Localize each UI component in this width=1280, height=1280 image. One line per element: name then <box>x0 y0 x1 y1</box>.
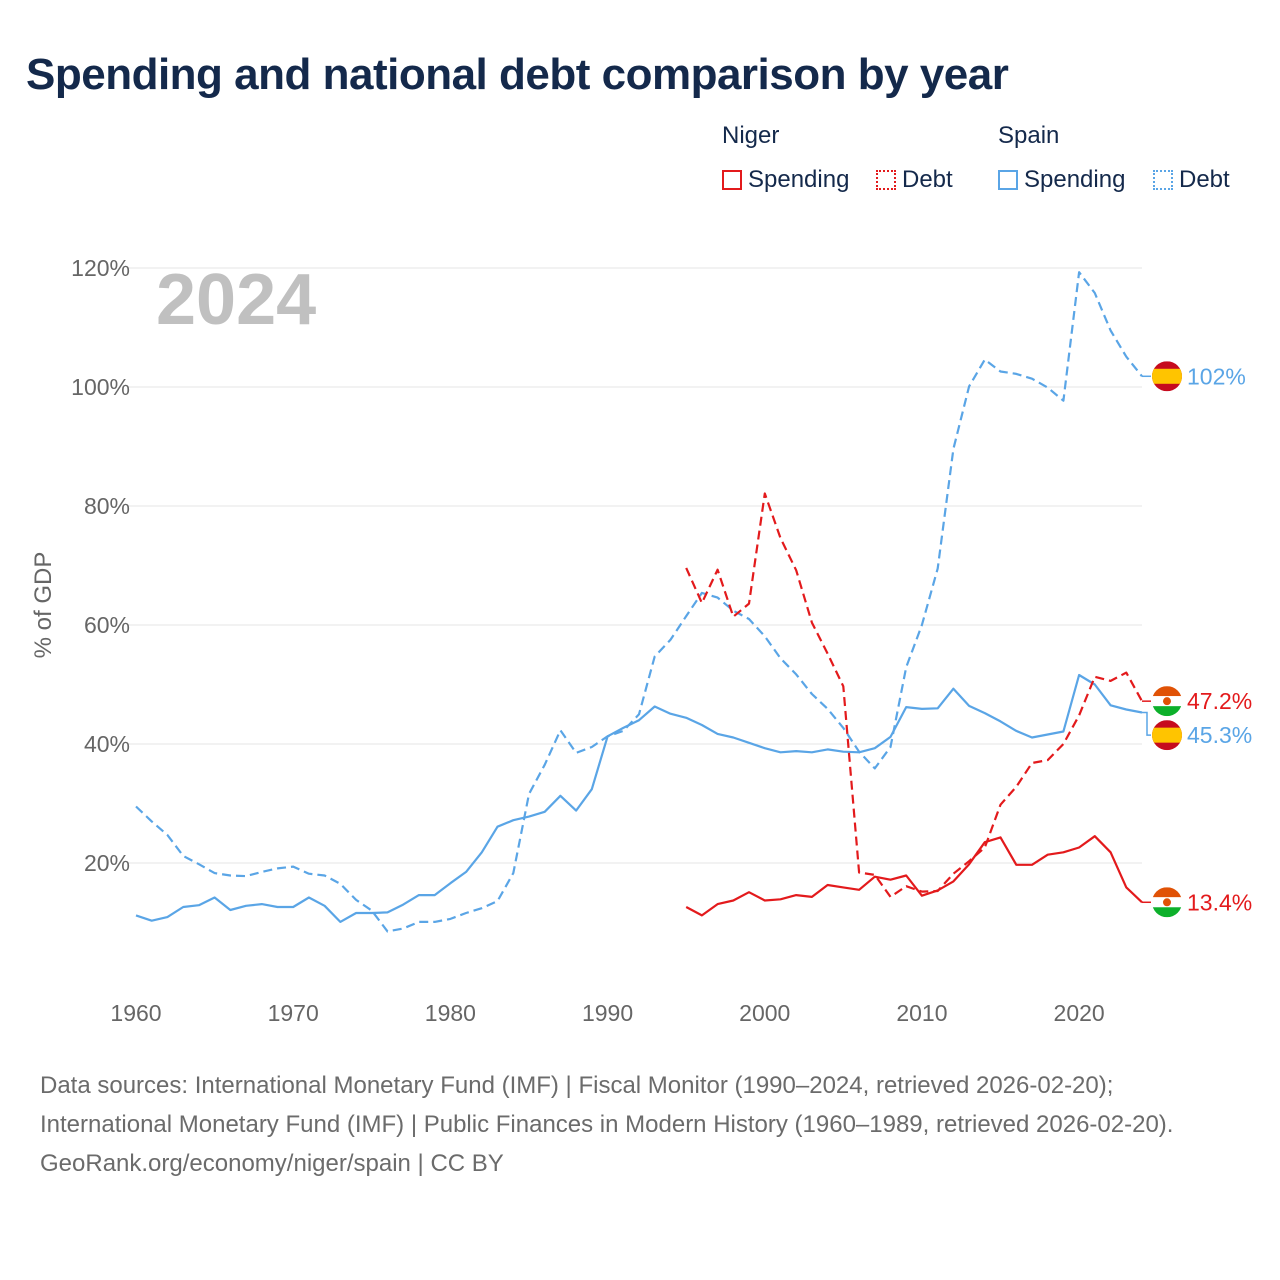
niger-flag-icon <box>1152 686 1182 717</box>
x-tick-label: 2010 <box>896 1000 947 1026</box>
credit-link[interactable]: GeoRank.org/economy/niger/spain | CC BY <box>40 1150 504 1177</box>
legend-label: Spending <box>748 166 850 193</box>
legend: Niger Spending Debt Spain Spending Debt <box>722 122 1262 212</box>
dotted-line-swatch-icon <box>1153 170 1173 190</box>
legend-item-niger-spending[interactable]: Spending <box>722 166 849 194</box>
legend-item-spain-spending[interactable]: Spending <box>998 166 1125 194</box>
x-tick-label: 1970 <box>268 1000 319 1026</box>
y-tick-label: 60% <box>84 612 130 638</box>
spain-debt-line[interactable] <box>135 271 1143 933</box>
end-value-label: 47.2% <box>1187 688 1252 714</box>
x-tick-label: 1990 <box>582 1000 633 1026</box>
solid-line-swatch-icon <box>998 170 1018 190</box>
y-tick-label: 20% <box>84 850 130 876</box>
x-tick-label: 1960 <box>110 1000 161 1026</box>
x-tick-label: 2000 <box>739 1000 790 1026</box>
y-axis-title: % of GDP <box>30 552 57 659</box>
x-tick-label: 2020 <box>1054 1000 1105 1026</box>
data-sources: Data sources: International Monetary Fun… <box>40 1072 1174 1138</box>
spain-flag-icon <box>1152 361 1182 392</box>
spain-flag-icon <box>1152 720 1182 751</box>
legend-group-niger: Niger <box>722 122 780 149</box>
legend-item-spain-debt[interactable]: Debt <box>1153 166 1230 194</box>
legend-group-spain: Spain <box>998 122 1060 149</box>
end-label-connector <box>1142 711 1151 736</box>
y-tick-label: 100% <box>71 374 130 400</box>
niger-spending-line[interactable] <box>685 835 1143 917</box>
spain-spending-line[interactable] <box>135 673 1143 923</box>
y-tick-label: 120% <box>71 255 130 281</box>
year-watermark: 2024 <box>156 260 316 340</box>
legend-item-niger-debt[interactable]: Debt <box>876 166 953 194</box>
end-value-label: 45.3% <box>1187 722 1252 748</box>
solid-line-swatch-icon <box>722 170 742 190</box>
legend-label: Debt <box>1179 166 1230 193</box>
y-tick-label: 80% <box>84 493 130 519</box>
niger-debt-line[interactable] <box>685 492 1143 898</box>
line-chart: 20% 40% 60% 80% 100% 120% 1960 1970 1980 1990 2000… <box>30 255 1252 1026</box>
niger-flag-icon <box>1152 887 1182 918</box>
legend-label: Spending <box>1024 166 1126 193</box>
x-tick-label: 1980 <box>425 1000 476 1026</box>
end-value-label: 102% <box>1187 363 1246 389</box>
y-tick-label: 40% <box>84 731 130 757</box>
dotted-line-swatch-icon <box>876 170 896 190</box>
legend-label: Debt <box>902 166 953 193</box>
end-value-label: 13.4% <box>1187 889 1252 915</box>
page-title: Spending and national debt comparison by… <box>26 50 1009 99</box>
footer: Data sources: International Monetary Fun… <box>40 1066 1240 1183</box>
